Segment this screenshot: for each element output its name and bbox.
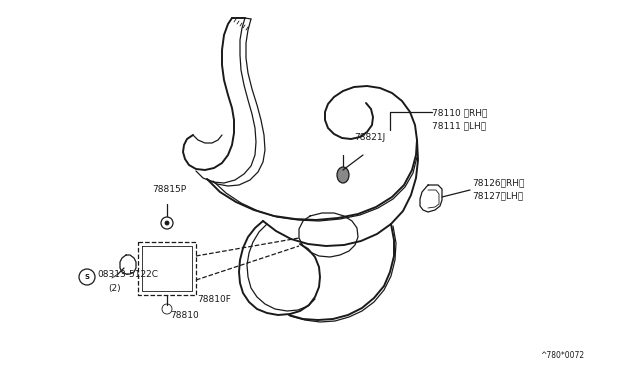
Text: 78810: 78810 xyxy=(170,311,199,320)
Text: 78810F: 78810F xyxy=(197,295,231,304)
Text: (2): (2) xyxy=(108,284,120,293)
Circle shape xyxy=(165,221,169,225)
Text: 78111 〈LH〉: 78111 〈LH〉 xyxy=(432,121,486,130)
Text: ^780*0072: ^780*0072 xyxy=(540,351,584,360)
Text: 78126〈RH〉: 78126〈RH〉 xyxy=(472,178,524,187)
Text: S: S xyxy=(84,274,90,280)
Text: 08313-5122C: 08313-5122C xyxy=(97,270,158,279)
Text: 78821J: 78821J xyxy=(354,133,385,142)
Text: 78815P: 78815P xyxy=(152,185,186,194)
Text: 78110 〈RH〉: 78110 〈RH〉 xyxy=(432,108,488,117)
Ellipse shape xyxy=(337,167,349,183)
Text: 78127〈LH〉: 78127〈LH〉 xyxy=(472,191,523,200)
